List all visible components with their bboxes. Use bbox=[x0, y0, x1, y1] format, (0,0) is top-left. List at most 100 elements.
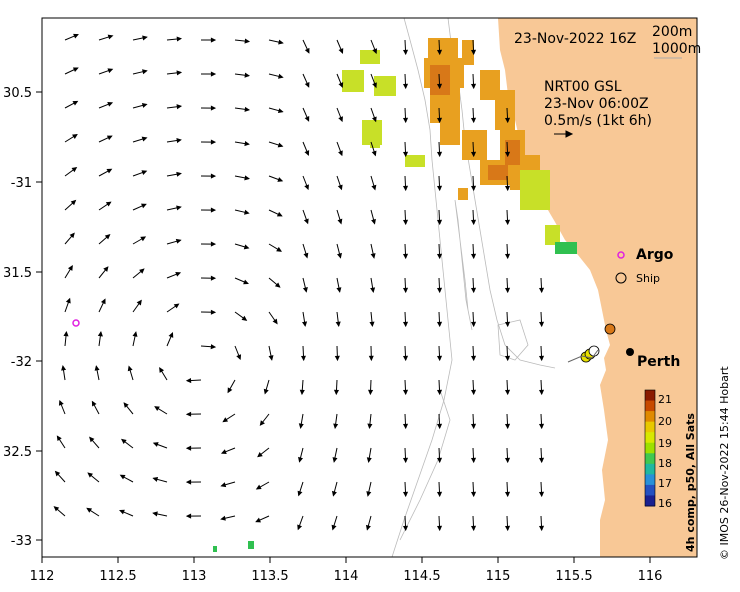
current-vector-head bbox=[470, 287, 477, 294]
argo-legend-label: Argo bbox=[636, 247, 674, 263]
current-vector-head bbox=[210, 241, 217, 247]
current-vector-head bbox=[338, 150, 343, 157]
current-vector-head bbox=[142, 35, 148, 41]
colorbar-segment bbox=[645, 474, 655, 486]
colorbar bbox=[644, 389, 656, 507]
current-vector-head bbox=[107, 34, 114, 40]
current-vector-head bbox=[61, 365, 67, 371]
current-vector-head bbox=[436, 253, 443, 260]
current-vector-head bbox=[89, 436, 95, 443]
y-tick-label: 32.5 bbox=[3, 445, 32, 460]
colorbar-title: 4h comp, p50, All Sats bbox=[684, 413, 697, 552]
current-vector-head bbox=[159, 367, 165, 373]
current-vector-head bbox=[210, 344, 217, 350]
current-vector-head bbox=[303, 252, 309, 259]
current-vector-head bbox=[371, 184, 377, 191]
current-vector-head bbox=[278, 73, 284, 79]
current-vector-head bbox=[244, 141, 250, 147]
scale-label: 0.5m/s (1kt 6h) bbox=[544, 113, 652, 129]
current-vector-head bbox=[241, 315, 248, 321]
current-vector-head bbox=[370, 253, 376, 259]
current-vector-head bbox=[470, 355, 477, 362]
current-vector-head bbox=[210, 139, 217, 145]
current-vector-head bbox=[176, 36, 183, 42]
x-tick-label: 112.5 bbox=[99, 569, 136, 584]
current-vector-head bbox=[402, 525, 409, 532]
current-vector-head bbox=[304, 116, 310, 122]
current-vector-head bbox=[210, 309, 217, 315]
current-vector-head bbox=[298, 456, 303, 463]
current-vector-head bbox=[106, 168, 113, 174]
current-vector-head bbox=[53, 506, 60, 512]
current-vector-head bbox=[277, 108, 284, 114]
current-vector-head bbox=[504, 253, 511, 260]
scale-arrow bbox=[554, 130, 574, 138]
current-vector-head bbox=[504, 219, 511, 226]
current-vector-head bbox=[70, 199, 77, 206]
colorbar-segment bbox=[645, 432, 655, 444]
current-vector-head bbox=[538, 491, 545, 498]
current-vector-head bbox=[436, 83, 443, 90]
current-vector-head bbox=[538, 423, 545, 430]
current-vector-head bbox=[136, 299, 142, 306]
y-tick-label: -32 bbox=[11, 355, 32, 370]
current-vector-head bbox=[176, 104, 183, 110]
current-vector-head bbox=[100, 298, 106, 305]
current-vector-head bbox=[154, 406, 160, 412]
current-vector-head bbox=[210, 207, 217, 213]
current-vector-head bbox=[303, 218, 309, 225]
current-vector-head bbox=[538, 389, 545, 396]
current-vector-head bbox=[176, 171, 182, 177]
current-vector-head bbox=[176, 205, 182, 211]
current-vector-head bbox=[97, 330, 103, 337]
current-vector-head bbox=[297, 524, 303, 531]
current-vector-head bbox=[338, 48, 344, 54]
current-vector-head bbox=[141, 203, 147, 209]
current-vector-head bbox=[69, 232, 75, 239]
current-vector-head bbox=[244, 209, 250, 215]
colorbar-segment bbox=[645, 484, 655, 496]
current-vector-head bbox=[538, 457, 545, 464]
current-vector-head bbox=[369, 321, 375, 328]
current-vector-head bbox=[210, 37, 217, 43]
colorbar-segment bbox=[645, 390, 655, 402]
current-vector-head bbox=[470, 49, 477, 56]
current-vector-head bbox=[402, 219, 409, 226]
current-vector-head bbox=[297, 490, 303, 497]
current-vector-head bbox=[139, 268, 145, 274]
current-vector-head bbox=[504, 525, 511, 532]
current-vector-head bbox=[365, 524, 371, 531]
colorbar-segment bbox=[645, 453, 655, 465]
current-vector-head bbox=[73, 33, 79, 39]
colorbar-tick-label: 17 bbox=[658, 477, 672, 490]
current-vector-head bbox=[168, 332, 174, 338]
current-vector-head bbox=[244, 72, 251, 78]
current-vector-head bbox=[470, 185, 477, 192]
credit-label: © IMOS 26-Nov-2022 15:44 Hobart bbox=[718, 366, 731, 560]
current-vector-head bbox=[104, 234, 111, 240]
current-vector-head bbox=[94, 365, 100, 371]
current-vector-head bbox=[119, 509, 125, 515]
current-vector-head bbox=[176, 70, 183, 76]
current-vector-head bbox=[210, 275, 217, 281]
current-vector-head bbox=[332, 457, 338, 463]
current-vector-head bbox=[220, 482, 227, 488]
current-vector-head bbox=[470, 525, 477, 532]
current-vector-head bbox=[436, 321, 443, 328]
current-vector-head bbox=[107, 101, 114, 107]
current-vector-head bbox=[298, 423, 304, 429]
colorbar-tick-label: 16 bbox=[658, 497, 672, 510]
current-vector-head bbox=[276, 211, 283, 217]
isobath-1000m-label: 1000m bbox=[652, 41, 701, 57]
sst-hot-patches bbox=[430, 65, 520, 180]
current-vector-head bbox=[366, 491, 372, 497]
current-vector-head bbox=[220, 515, 226, 521]
current-vector-head bbox=[402, 457, 409, 464]
current-vector-head bbox=[255, 517, 261, 523]
ship-legend-label: Ship bbox=[636, 272, 660, 285]
current-vector-head bbox=[106, 135, 113, 141]
sst-mid-patches bbox=[342, 50, 560, 245]
current-vector-head bbox=[504, 287, 511, 294]
sst-cool-patches bbox=[213, 242, 577, 552]
current-vector-head bbox=[504, 457, 511, 464]
